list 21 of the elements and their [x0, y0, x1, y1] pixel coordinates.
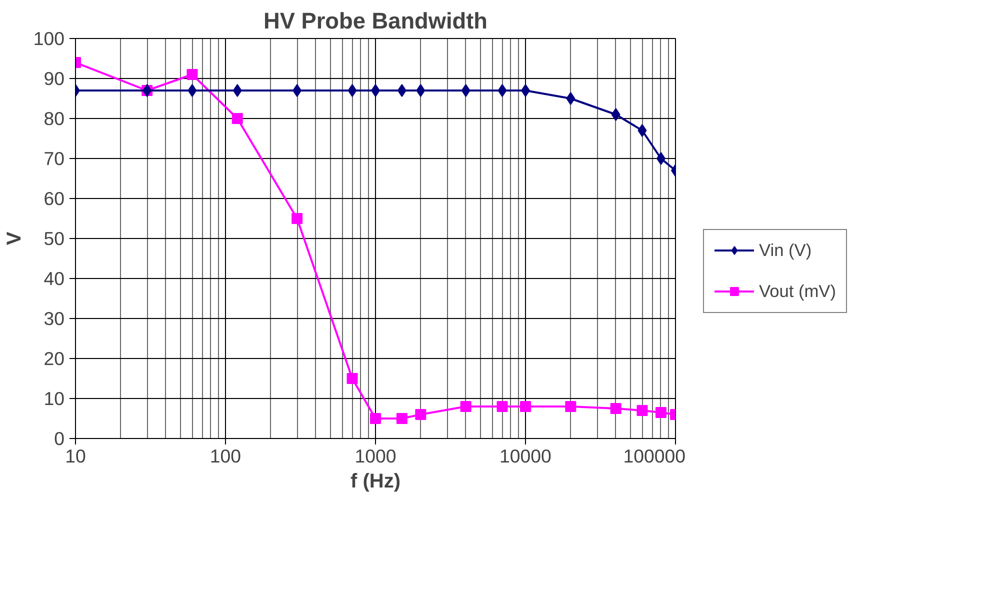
x-tick-label: 100: [210, 446, 242, 466]
x-tick-label: 10: [65, 446, 86, 466]
y-tick-label: 100: [33, 28, 65, 49]
y-tick-label: 90: [44, 68, 65, 89]
y-tick-label: 80: [44, 108, 65, 129]
y-tick-label: 60: [44, 188, 65, 209]
y-tick-label: 40: [44, 268, 65, 289]
y-tick-label: 20: [44, 348, 65, 369]
chart-title: HV Probe Bandwidth: [263, 8, 488, 34]
y-axis-title: V: [3, 231, 26, 246]
y-tick-label: 70: [44, 148, 65, 169]
y-tick-label: 0: [54, 428, 65, 449]
x-tick-label: 1000: [354, 446, 396, 466]
x-tick-label: 10000: [500, 446, 552, 466]
legend-label: Vin (V): [758, 240, 812, 260]
y-tick-label: 50: [44, 228, 65, 249]
x-axis-title: f (Hz): [350, 470, 400, 492]
x-tick-label: 100000: [623, 446, 686, 466]
y-tick-label: 10: [44, 388, 65, 409]
y-tick-label: 30: [44, 308, 65, 329]
legend-label: Vout (mV): [758, 280, 836, 302]
